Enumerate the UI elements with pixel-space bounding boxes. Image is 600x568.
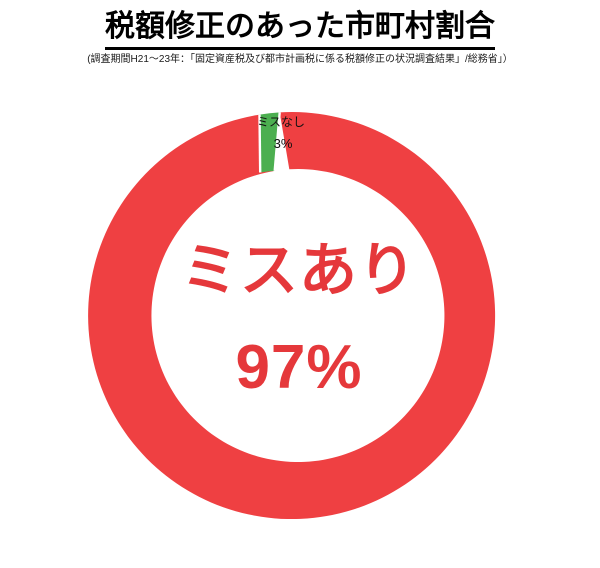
chart-subtitle: (調査期間H21〜23年：「固定資産税及び都市計画税に係る税額修正の状況調査結果… xyxy=(87,54,513,65)
center-value-percentage: 97% xyxy=(235,333,362,402)
donut-slice-mistake[interactable] xyxy=(88,112,496,520)
donut-chart-svg: ミスなし 3% ミスあり 97% xyxy=(88,112,496,520)
donut-chart-area: ミスなし 3% ミスあり 97% xyxy=(0,96,600,536)
slice-separator-left xyxy=(258,114,262,173)
slice-separator-right xyxy=(273,112,281,172)
title-block: 税額修正のあった市町村割合 xyxy=(0,8,600,50)
slice-label-no-mistake-value: 3% xyxy=(274,136,293,151)
page-title: 税額修正のあった市町村割合 xyxy=(105,8,495,50)
slice-label-no-mistake-name: ミスなし xyxy=(257,115,305,129)
center-label-mistake: ミスあり xyxy=(181,238,417,303)
